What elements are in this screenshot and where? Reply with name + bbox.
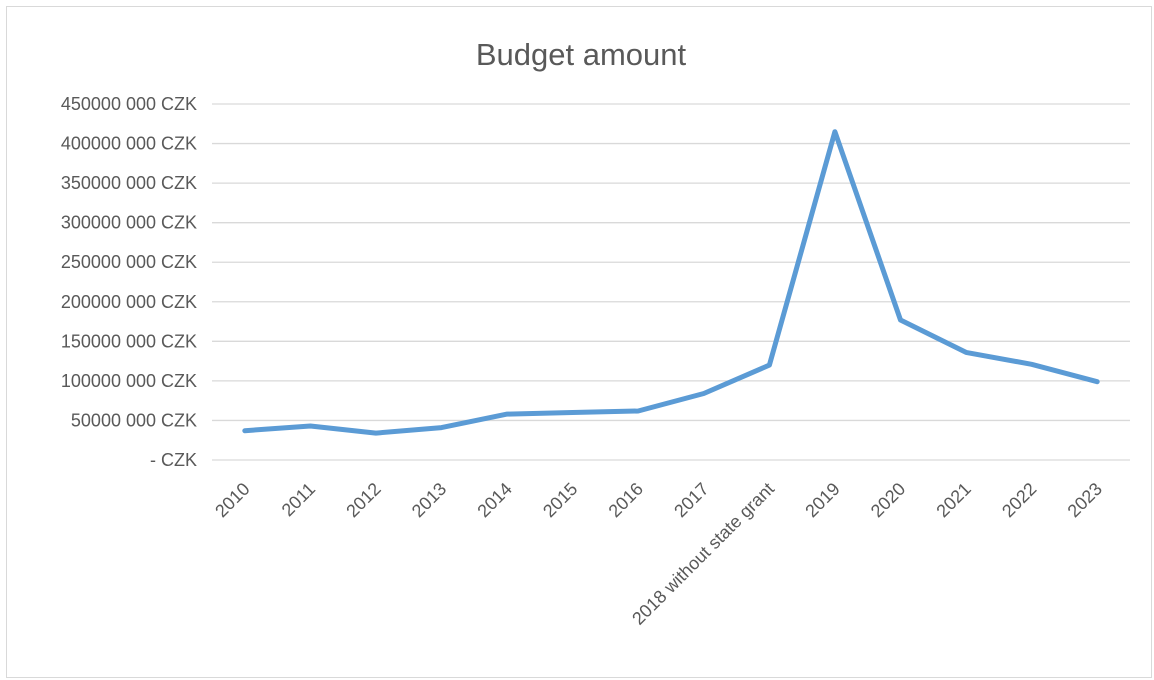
x-tick-label: 2012 [342, 479, 384, 521]
x-tick-label: 2016 [605, 479, 647, 521]
y-tick-label: 100000 000 CZK [61, 371, 197, 391]
y-tick-label: 450000 000 CZK [61, 94, 197, 114]
x-tick-label: 2017 [670, 479, 712, 521]
y-tick-label: - CZK [150, 450, 197, 470]
x-tick-label: 2023 [1064, 479, 1106, 521]
y-tick-label: 50000 000 CZK [71, 410, 197, 430]
series-layer [242, 129, 1100, 436]
chart-title: Budget amount [476, 37, 687, 72]
y-tick-label: 250000 000 CZK [61, 252, 197, 272]
y-tick-label: 400000 000 CZK [61, 134, 197, 154]
line-chart: Budget amount - CZK 50000 000 CZK 100000 0… [61, 37, 1130, 629]
y-tick-label: 350000 000 CZK [61, 173, 197, 193]
series-line [242, 129, 1100, 436]
gridlines [212, 103, 1130, 461]
x-tick-label: 2014 [473, 479, 515, 521]
x-tick-label: 2013 [408, 479, 450, 521]
chart-frame: Budget amount - CZK 50000 000 CZK 100000 0… [6, 6, 1152, 678]
x-tick-label: 2015 [539, 479, 581, 521]
x-tick-label: 2020 [867, 479, 909, 521]
y-tick-label: 300000 000 CZK [61, 213, 197, 233]
y-axis-tick-labels: - CZK 50000 000 CZK 100000 000 CZK 150000 0… [61, 94, 197, 470]
x-tick-label: 2021 [932, 479, 974, 521]
x-tick-label: 2019 [801, 479, 843, 521]
y-tick-label: 200000 000 CZK [61, 292, 197, 312]
x-tick-label: 2011 [278, 479, 320, 521]
x-tick-label: 2010 [211, 479, 253, 521]
y-tick-label: 150000 000 CZK [61, 331, 197, 351]
x-tick-label: 2022 [998, 479, 1040, 521]
